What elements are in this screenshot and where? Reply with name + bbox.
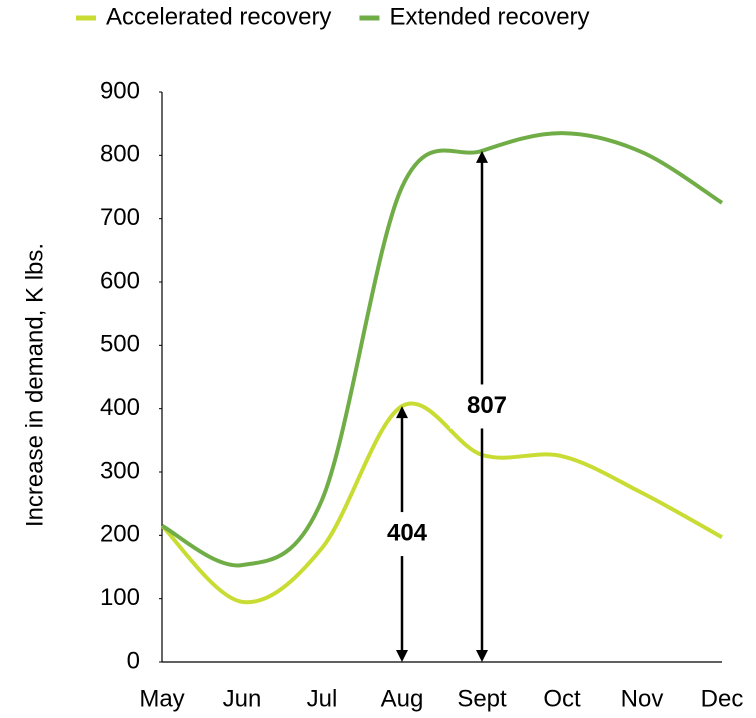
legend-label: Extended recovery: [389, 3, 589, 30]
x-tick-label: Jul: [307, 685, 338, 712]
x-tick-label: Nov: [621, 685, 664, 712]
y-tick-label: 600: [100, 267, 140, 294]
y-tick-label: 300: [100, 457, 140, 484]
arrowhead: [476, 150, 488, 163]
x-tick-label: Sept: [457, 685, 507, 712]
x-tick-label: Jun: [223, 685, 262, 712]
arrowhead: [396, 650, 408, 662]
annotation-bg: [370, 512, 434, 557]
x-tick-label: May: [139, 685, 184, 712]
arrowhead: [396, 406, 408, 419]
legend-label: Accelerated recovery: [106, 3, 331, 30]
y-tick-label: 200: [100, 521, 140, 548]
y-tick-label: 800: [100, 141, 140, 168]
y-tick-label: 400: [100, 394, 140, 421]
line-series: [161, 131, 724, 568]
annotation-label: 807: [467, 392, 507, 419]
y-tick-label: 500: [100, 331, 140, 358]
arrowhead: [476, 650, 488, 662]
x-tick-label: Dec: [701, 685, 744, 712]
annotation-bg: [450, 384, 514, 429]
annotation-label: 404: [387, 519, 428, 546]
y-tick-label: 700: [100, 204, 140, 231]
y-tick-label: 900: [100, 77, 140, 104]
x-tick-label: Aug: [381, 685, 424, 712]
y-axis-label: Increase in demand, K lbs.: [21, 243, 48, 527]
line-series: [160, 401, 723, 605]
x-tick-label: Oct: [543, 685, 581, 712]
y-tick-label: 100: [100, 584, 140, 611]
y-tick-label: 0: [127, 647, 140, 674]
